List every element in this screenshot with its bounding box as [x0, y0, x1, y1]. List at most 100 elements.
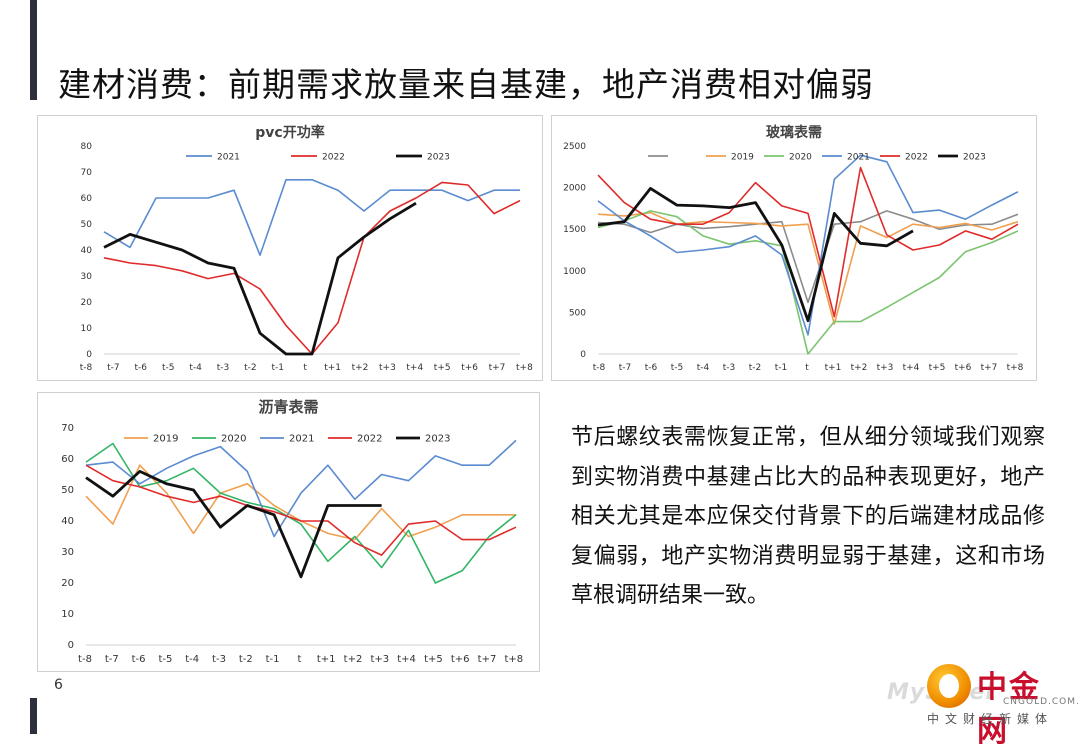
x-tick-label: t-5: [158, 654, 172, 665]
slide-accent-bar-bottom: [30, 698, 37, 734]
x-tick-label: t+6: [461, 363, 478, 373]
logo-emblem-icon: [927, 664, 971, 708]
x-tick-label: t-8: [593, 363, 606, 373]
logo-slogan: 中文财经新媒体: [927, 712, 1054, 726]
x-tick-label: t+4: [406, 363, 423, 373]
x-tick-label: t+5: [424, 654, 443, 665]
y-tick-label: 10: [61, 609, 74, 620]
x-tick-label: t+1: [825, 363, 842, 373]
series-line: [597, 166, 1019, 318]
x-tick-label: t+8: [516, 363, 533, 373]
x-tick-label: t+3: [370, 654, 389, 665]
y-tick-label: 500: [569, 308, 586, 318]
x-tick-label: t+4: [397, 654, 416, 665]
x-tick-label: t: [303, 363, 307, 373]
x-tick-label: t-1: [775, 363, 788, 373]
x-tick-label: t: [805, 363, 809, 373]
series-line: [85, 439, 517, 538]
series-line: [597, 210, 1019, 355]
legend-label: 2020: [789, 153, 812, 163]
x-tick-label: t-4: [189, 363, 202, 373]
x-tick-label: t+1: [317, 654, 336, 665]
y-tick-label: 60: [81, 194, 93, 204]
x-tick-label: t-2: [244, 363, 257, 373]
slide-accent-bar-top: [30, 0, 37, 100]
y-tick-label: 2500: [563, 142, 586, 152]
page-number: 6: [54, 677, 63, 693]
legend-label: 2019: [153, 434, 178, 445]
cngold-logo: MySteel 中金网 CNGOLD.COM.CN 中文财经新媒体: [887, 660, 1080, 749]
y-tick-label: 0: [580, 350, 586, 360]
x-tick-label: t+2: [352, 363, 369, 373]
legend-label: 2021: [847, 153, 870, 163]
x-tick-label: t-6: [135, 363, 148, 373]
y-tick-label: 30: [81, 272, 93, 282]
chart-title: 沥青表需: [258, 398, 318, 416]
y-tick-label: 20: [81, 298, 93, 308]
legend-label: 2021: [217, 153, 240, 163]
x-tick-label: t+7: [981, 363, 998, 373]
series-line: [85, 464, 517, 556]
legend-label: 2023: [427, 153, 450, 163]
legend-label: 2022: [357, 434, 382, 445]
x-tick-label: t+5: [929, 363, 946, 373]
x-tick-label: t-3: [723, 363, 736, 373]
series-line: [103, 181, 521, 355]
series-line: [597, 210, 1019, 304]
chart-svg: 玻璃表需 0 500 1000 1500 2000 2500 t-8 t-7 t-6 t-5 t-4 t…: [563, 124, 1024, 373]
y-tick-label: 40: [61, 516, 74, 527]
x-tick-label: t+2: [851, 363, 868, 373]
x-tick-label: t-8: [78, 654, 92, 665]
x-tick-label: t+2: [344, 654, 363, 665]
y-tick-label: 0: [86, 350, 92, 360]
series-line: [597, 211, 1019, 325]
x-tick-label: t+6: [451, 654, 470, 665]
x-tick-label: t+7: [478, 654, 497, 665]
legend-label: 2023: [963, 153, 986, 163]
x-tick-label: t-3: [217, 363, 230, 373]
y-tick-label: 30: [61, 547, 74, 558]
x-tick-label: t-4: [185, 654, 199, 665]
x-tick-label: t-2: [239, 654, 253, 665]
logo-domain: CNGOLD.COM.CN: [1003, 697, 1080, 707]
y-tick-label: 2000: [563, 184, 586, 194]
x-tick-label: t-7: [105, 654, 119, 665]
series-line: [597, 187, 914, 323]
chart-panel-asphalt: 沥青表需 0 10 20 30 40 50 60 70 t-8 t-7 t-6 t-5 t-4 t-3 t-2…: [37, 392, 540, 672]
y-tick-label: 1000: [563, 267, 586, 277]
y-tick-label: 60: [61, 454, 74, 465]
x-tick-label: t-6: [132, 654, 146, 665]
x-tick-label: t+8: [1007, 363, 1024, 373]
legend-label: 2021: [289, 434, 314, 445]
x-tick-label: t+7: [489, 363, 506, 373]
slide-title: 建材消费：前期需求放量来自基建，地产消费相对偏弱: [58, 65, 874, 104]
x-tick-label: t-5: [671, 363, 684, 373]
x-tick-label: t-3: [212, 654, 226, 665]
x-tick-label: t-2: [749, 363, 762, 373]
x-tick-label: t+6: [955, 363, 972, 373]
y-tick-label: 50: [81, 220, 93, 230]
y-tick-label: 10: [81, 324, 93, 334]
chart-svg: 沥青表需 0 10 20 30 40 50 60 70 t-8 t-7 t-6 t-5 t-4 t-3 t-2…: [61, 398, 523, 665]
x-tick-label: t-6: [645, 363, 658, 373]
x-tick-label: t+4: [903, 363, 920, 373]
y-tick-label: 0: [68, 640, 74, 651]
x-tick-label: t-4: [697, 363, 710, 373]
x-tick-label: t-8: [80, 363, 93, 373]
y-tick-label: 70: [61, 423, 74, 434]
series-line: [597, 154, 1019, 336]
series-line: [103, 179, 520, 256]
body-paragraph: 节后螺纹表需恢复正常，但从细分领域我们观察到实物消费中基建占比大的品种表现更好，…: [571, 425, 1045, 608]
x-tick-label: t+5: [434, 363, 451, 373]
legend-label: 2019: [731, 153, 754, 163]
x-tick-label: t+8: [504, 654, 523, 665]
y-tick-label: 20: [61, 578, 74, 589]
chart-panel-glass: 玻璃表需 0 500 1000 1500 2000 2500 t-8 t-7 t-6 t-5 t-4 t…: [551, 115, 1037, 381]
series-line: [103, 201, 417, 356]
chart-title: 玻璃表需: [766, 124, 822, 141]
x-tick-label: t+3: [877, 363, 894, 373]
legend-label: 2022: [905, 153, 928, 163]
y-tick-label: 80: [81, 142, 93, 152]
x-tick-label: t-5: [162, 363, 175, 373]
chart-panel-pvc: pvc开功率 0 10 20 30 40 50 60 70 80 t-8 t-7 t-6 t-5 t-4 t-…: [37, 115, 543, 381]
